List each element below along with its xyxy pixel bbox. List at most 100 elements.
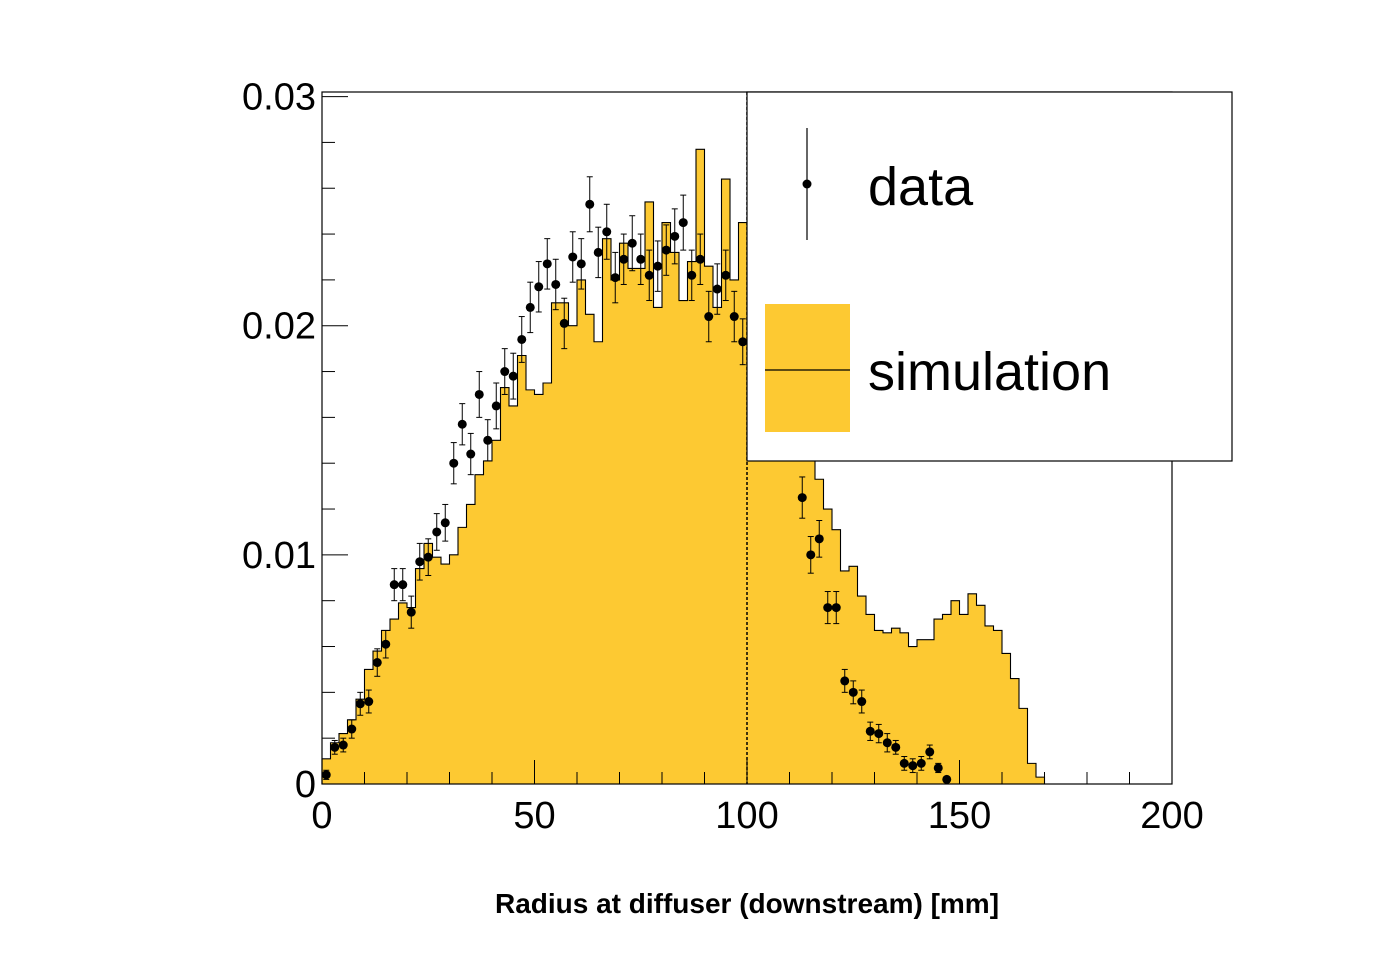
legend-data-marker (802, 179, 812, 189)
data-point (661, 245, 671, 255)
simulation-bar (849, 566, 858, 784)
data-point (559, 318, 569, 328)
simulation-bar (959, 614, 968, 784)
y-tick-label: 0 (295, 764, 316, 806)
simulation-bar (687, 261, 696, 784)
data-point (840, 676, 850, 686)
simulation-bar (815, 479, 824, 784)
data-point (602, 227, 612, 237)
data-point (627, 238, 637, 248)
data-point (508, 371, 518, 381)
simulation-bar (347, 719, 356, 784)
simulation-bar (1002, 653, 1011, 784)
simulation-bar (577, 279, 586, 784)
data-point (474, 389, 484, 399)
data-point (925, 747, 935, 757)
data-point (848, 687, 858, 697)
simulation-bar (874, 630, 883, 784)
simulation-bar (415, 568, 424, 784)
data-point (525, 302, 535, 312)
simulation-bar (1027, 763, 1036, 784)
x-tick-label: 100 (715, 795, 778, 837)
simulation-bar (721, 179, 730, 784)
data-point (440, 518, 450, 528)
y-tick-label: 0.03 (242, 77, 316, 119)
data-point (797, 493, 807, 503)
data-point (670, 231, 680, 241)
data-point (738, 337, 748, 347)
data-point (933, 763, 943, 773)
data-point (338, 740, 348, 750)
simulation-bar (891, 628, 900, 784)
simulation-bar (398, 602, 407, 784)
data-point (364, 697, 374, 707)
simulation-bar (594, 341, 603, 784)
data-point (874, 729, 884, 739)
data-point (457, 419, 467, 429)
simulation-bar (662, 222, 671, 785)
simulation-bar (466, 504, 475, 784)
data-point (942, 774, 952, 784)
data-point (891, 742, 901, 752)
y-tick-label: 0.02 (242, 306, 316, 348)
simulation-bar (432, 557, 441, 784)
data-point (814, 534, 824, 544)
legend-label-simulation: simulation (868, 342, 1111, 402)
data-point (644, 270, 654, 280)
simulation-bar (585, 314, 594, 784)
data-point (619, 254, 629, 264)
x-axis-title: Radius at diffuser (downstream) [mm] (495, 888, 999, 919)
data-point (831, 603, 841, 613)
x-tick-label: 200 (1140, 795, 1203, 837)
data-point (381, 639, 391, 649)
simulation-bar (509, 405, 518, 784)
simulation-bar (645, 201, 654, 784)
simulation-bar (500, 387, 509, 784)
data-point (483, 435, 493, 445)
data-point (398, 580, 408, 590)
data-point (389, 580, 399, 590)
data-point (551, 279, 561, 289)
simulation-bar (883, 632, 892, 784)
data-point (568, 252, 578, 262)
simulation-bar (560, 302, 569, 784)
simulation-bar (917, 639, 926, 784)
simulation-bar (679, 300, 688, 784)
data-point (372, 658, 382, 668)
simulation-bar (704, 266, 713, 784)
data-point (432, 527, 442, 537)
simulation-bar (492, 440, 501, 784)
data-point (542, 259, 552, 269)
data-point (321, 770, 331, 780)
y-tick-label: 0.01 (242, 535, 316, 577)
simulation-bar (483, 460, 492, 784)
data-point (491, 401, 501, 411)
simulation-bar (407, 607, 416, 784)
data-point (695, 254, 705, 264)
data-point (806, 550, 816, 560)
simulation-histogram-layer (321, 148, 1172, 785)
legend: data simulation (746, 91, 1233, 462)
data-point (908, 761, 918, 771)
legend-simulation-swatch (765, 304, 850, 432)
data-point (687, 270, 697, 280)
simulation-bar (330, 742, 339, 784)
x-tick-label: 150 (928, 795, 991, 837)
data-point (857, 697, 867, 707)
simulation-bar (976, 605, 985, 784)
simulation-bar (772, 307, 781, 784)
data-point (729, 312, 739, 322)
data-point (330, 742, 340, 752)
data-point (347, 724, 357, 734)
data-point (704, 312, 714, 322)
simulation-bar (908, 646, 917, 784)
data-point (593, 247, 603, 257)
data-point (636, 254, 646, 264)
data-point (712, 284, 722, 294)
simulation-bar (942, 614, 951, 784)
simulation-bar (381, 630, 390, 784)
simulation-bar (1036, 777, 1045, 784)
data-point (517, 334, 527, 344)
simulation-bar (534, 394, 543, 784)
simulation-bar (755, 302, 764, 784)
